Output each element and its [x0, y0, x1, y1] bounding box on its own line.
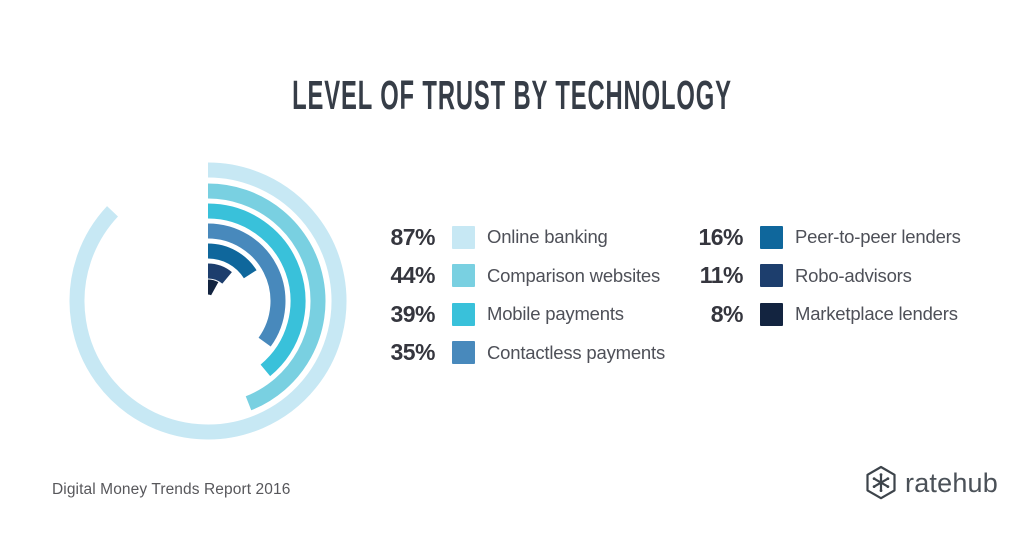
legend-value: 8%: [710, 300, 744, 327]
legend-label: Comparison websites: [487, 264, 661, 286]
legend-swatch: [760, 225, 783, 249]
brand-logo: ratehub: [864, 464, 998, 502]
arc-robo-advisors: [207, 263, 232, 284]
legend-value: 11%: [699, 262, 744, 289]
legend-item-marketplace-lenders: 8% Marketplace lenders: [688, 295, 961, 334]
arc-comparison-websites: [207, 183, 326, 411]
legend-item-mobile-payments: 39% Mobile payments: [380, 295, 665, 334]
chart-title: LEVEL OF TRUST BY TECHNOLOGY: [292, 72, 732, 118]
legend-label: Marketplace lenders: [795, 303, 958, 325]
source-note: Digital Money Trends Report 2016: [52, 481, 291, 498]
legend-item-online-banking: 87% Online banking: [380, 218, 665, 257]
legend-label: Robo-advisors: [795, 264, 912, 286]
arc-marketplace-lenders: [207, 279, 219, 296]
brand-name: ratehub: [905, 467, 998, 498]
legend-item-robo-advisors: 11% Robo-advisors: [688, 257, 961, 296]
arc-mobile-payments: [207, 203, 306, 377]
arc-online-banking: [69, 162, 347, 440]
hexagon-asterisk-icon: [866, 465, 896, 500]
legend-value: 16%: [698, 223, 743, 250]
legend-swatch: [452, 302, 475, 326]
legend-value: 44%: [390, 262, 435, 289]
legend-column-right: 16% Peer-to-peer lenders 11% Robo-advisors 8…: [688, 218, 961, 334]
legend-label: Peer-to-peer lenders: [795, 226, 961, 248]
legend-value: 35%: [390, 339, 435, 366]
legend-column-left: 87% Online banking 44% Comparison websites 3…: [380, 218, 665, 372]
legend-swatch: [452, 264, 475, 288]
legend-swatch: [760, 302, 783, 326]
legend-label: Mobile payments: [487, 303, 624, 325]
arc-peer-to-peer-lenders: [207, 243, 257, 279]
legend-label: Online banking: [487, 226, 608, 248]
legend-item-comparison-websites: 44% Comparison websites: [380, 257, 665, 296]
legend-label: Contactless payments: [487, 341, 666, 363]
legend-swatch: [760, 264, 783, 288]
legend-swatch: [452, 225, 475, 249]
percent-arcs: [69, 162, 347, 440]
legend-swatch: [452, 341, 475, 365]
legend-item-contactless-payments: 35% Contactless payments: [380, 334, 665, 373]
arc-contactless-payments: [207, 223, 286, 347]
legend-value: 39%: [390, 300, 435, 327]
legend-value: 87%: [390, 223, 435, 250]
legend-item-peer-to-peer-lenders: 16% Peer-to-peer lenders: [688, 218, 961, 257]
